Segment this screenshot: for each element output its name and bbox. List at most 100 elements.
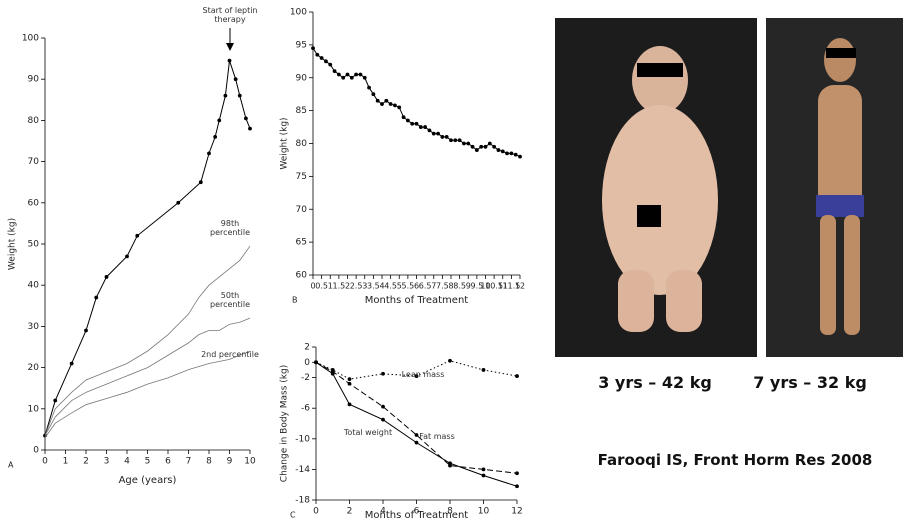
data-point [414, 433, 419, 437]
y-axis-title: Weight (kg) [8, 218, 18, 270]
x-axis-title: Months of Treatment [365, 295, 469, 306]
photo-figure [602, 105, 718, 295]
data-point [375, 98, 380, 103]
data-point [515, 374, 519, 378]
data-point [500, 149, 505, 154]
data-point [397, 105, 402, 110]
data-point [479, 144, 484, 149]
x-axis-title: Months of Treatment [365, 510, 469, 521]
x-tick-label: 8 [447, 507, 453, 517]
data-point [481, 467, 486, 472]
photo-figure [816, 195, 864, 217]
data-point [207, 151, 211, 156]
data-point [381, 417, 385, 422]
x-tick-label: 7.5 [436, 282, 449, 291]
y-tick-label: 100 [22, 34, 39, 44]
annotation: Total weight [343, 428, 393, 437]
x-tick-label: 11 [498, 282, 508, 291]
data-point [237, 93, 242, 98]
photo-mask [637, 205, 661, 227]
x-tick-label: 2 [345, 282, 350, 291]
data-point [414, 121, 419, 126]
series-line [44, 245, 251, 436]
y-tick-label: -6 [301, 404, 310, 414]
series-line [315, 361, 518, 487]
data-point [384, 98, 389, 103]
data-point [341, 75, 346, 80]
data-point [319, 56, 324, 60]
data-point [393, 103, 397, 108]
data-point [453, 138, 458, 143]
data-point [448, 463, 452, 468]
data-point [496, 148, 501, 152]
data-point [444, 135, 449, 139]
x-tick-label: 3 [362, 282, 367, 291]
x-tick-label: 5 [145, 457, 151, 467]
series-line [44, 350, 251, 438]
data-point [414, 374, 419, 378]
data-point [457, 138, 462, 143]
series-line [312, 47, 521, 158]
data-point [518, 154, 522, 159]
x-tick-label: 8 [206, 457, 212, 467]
photo-figure [632, 46, 688, 114]
data-point [328, 62, 333, 67]
data-point [314, 360, 318, 365]
x-tick-label: 2 [347, 507, 353, 517]
y-tick-label: 0 [33, 446, 39, 456]
y-tick-label: 70 [28, 157, 40, 167]
data-point [227, 58, 232, 63]
data-point [401, 115, 406, 120]
data-point [505, 151, 509, 156]
data-point [244, 116, 248, 121]
y-tick-label: 80 [296, 139, 308, 149]
x-tick-label: 6 [414, 507, 420, 517]
panel-label: B [292, 296, 298, 305]
x-tick-label: 3 [104, 457, 110, 467]
series-line [44, 317, 251, 436]
y-tick-label: 95 [296, 40, 307, 50]
x-tick-label: 2 [83, 457, 89, 467]
data-point [436, 131, 440, 136]
data-point [492, 144, 497, 149]
annotation: 2nd percentile [201, 350, 259, 359]
y-tick-label: 0 [304, 358, 310, 368]
x-tick-label: 8 [448, 282, 453, 291]
caption: 7 yrs – 32 kg [753, 373, 867, 392]
arrow-head [226, 43, 234, 51]
y-tick-label: 70 [296, 205, 308, 215]
data-point [84, 328, 88, 333]
y-tick-label: 100 [290, 8, 307, 18]
x-tick-label: 9 [466, 282, 471, 291]
data-point [481, 368, 486, 372]
x-tick-label: 5 [397, 282, 402, 291]
x-tick-label: 0 [313, 507, 319, 517]
data-point [474, 148, 479, 152]
data-point [332, 69, 337, 74]
x-tick-label: 4 [379, 282, 384, 291]
x-tick-label: 4 [380, 507, 386, 517]
x-tick-label: 1 [328, 282, 333, 291]
data-point [509, 151, 514, 156]
citation: Farooqi IS, Front Horm Res 2008 [597, 451, 873, 469]
data-point [414, 440, 419, 445]
data-point [347, 381, 352, 386]
y-tick-label: -14 [295, 465, 310, 475]
y-tick-label: 20 [28, 363, 40, 373]
caption: 3 yrs – 42 kg [598, 373, 712, 392]
photo-figure [844, 215, 860, 335]
x-tick-label: 10.5 [485, 282, 503, 291]
series-line [315, 360, 518, 380]
y-tick-label: 60 [28, 198, 40, 208]
data-point [358, 72, 363, 77]
data-point [380, 102, 384, 106]
x-tick-label: 8.5 [453, 282, 466, 291]
data-point [466, 141, 471, 146]
data-point [448, 358, 452, 363]
panel-label: C [290, 511, 296, 520]
y-tick-label: 75 [296, 172, 307, 182]
panel-label: A [8, 461, 14, 470]
y-tick-label: 30 [28, 322, 40, 332]
x-tick-label: 4.5 [384, 282, 397, 291]
data-point [513, 152, 518, 157]
